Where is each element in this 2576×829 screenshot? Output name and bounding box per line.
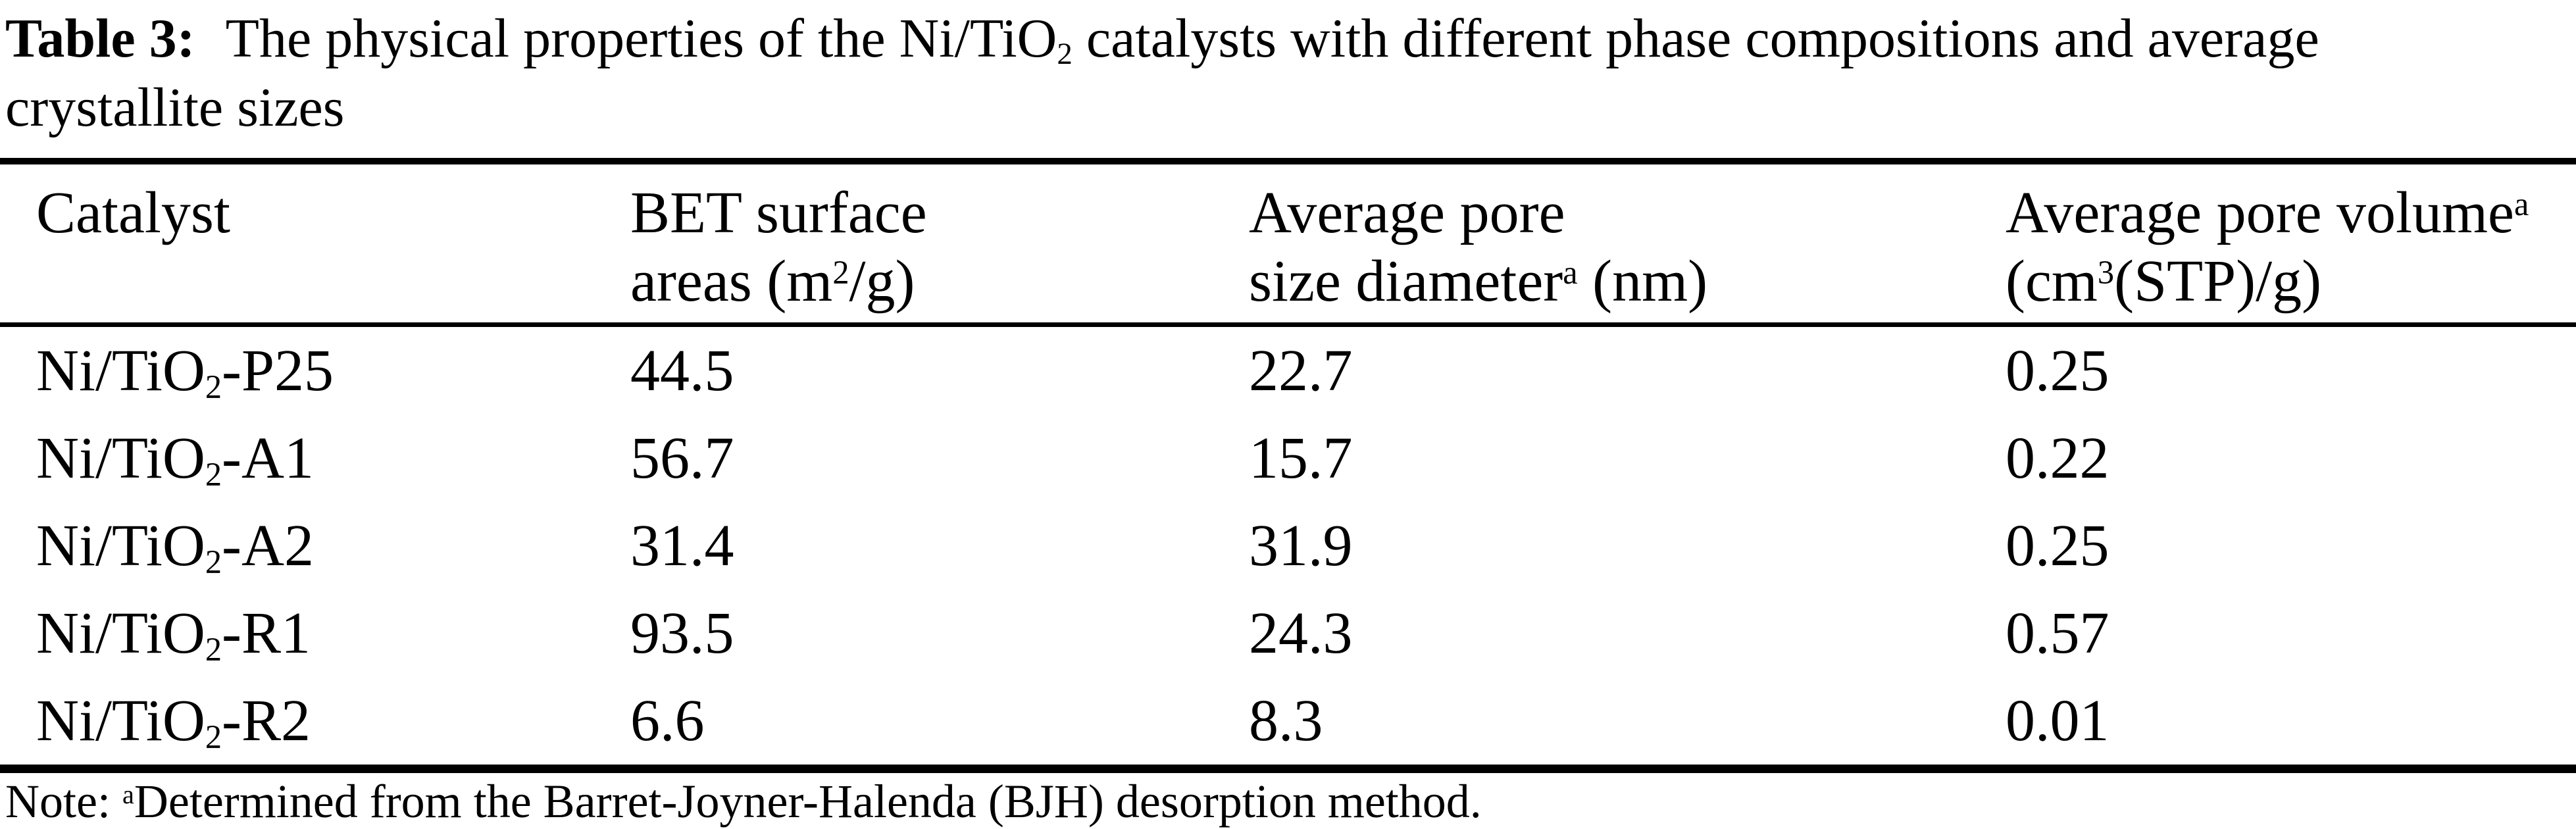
- table-row: Ni/TiO2-A2 31.4 31.9 0.25: [0, 502, 2576, 590]
- header-pore-size-superscript: a: [1563, 253, 1578, 291]
- header-bet-surface-areas: BET surface areas (m2/g): [619, 161, 1237, 327]
- table-note: Note: aDetermined from the Barret-Joyner…: [0, 774, 2576, 829]
- header-bet-superscript: 2: [832, 253, 849, 291]
- cell-bet-surface-area: 6.6: [630, 688, 705, 753]
- header-bet-line2-text: areas (m: [630, 249, 833, 314]
- header-pore-size-line2: size diametera (nm): [1249, 247, 1994, 316]
- caption-line1: Table 3: The physical properties of the N…: [5, 4, 2576, 73]
- caption-text-a: The physical properties of the Ni/TiO: [225, 8, 1057, 69]
- header-pore-volume-line2-text: (cm: [2006, 249, 2098, 314]
- catalyst-name-suffix: -R2: [222, 688, 311, 753]
- catalyst-name-suffix: -R1: [222, 601, 311, 666]
- cell-pore-size: 15.7: [1249, 426, 1353, 491]
- catalyst-name-base: Ni/TiO: [36, 601, 205, 666]
- catalyst-name-suffix: -A1: [222, 426, 314, 491]
- header-pore-volume-line1: Average pore volumea: [2006, 179, 2576, 247]
- caption-line2: crystallite sizes: [5, 77, 345, 138]
- table-row: Ni/TiO2-P25 44.5 22.7 0.25: [0, 325, 2576, 415]
- catalyst-name-subscript: 2: [205, 456, 222, 493]
- cell-pore-volume: 0.57: [2006, 601, 2109, 666]
- header-catalyst-label: Catalyst: [36, 180, 230, 245]
- header-pore-size-line2-unit: (nm): [1577, 249, 1708, 314]
- cell-pore-volume: 0.25: [2006, 338, 2109, 403]
- cell-bet-surface-area: 44.5: [630, 338, 734, 403]
- caption-subscript: 2: [1057, 37, 1073, 72]
- table-row: Ni/TiO2-R2 6.6 8.3 0.01: [0, 677, 2576, 769]
- header-pore-size-line2-text: size diameter: [1249, 249, 1563, 314]
- catalyst-name-base: Ni/TiO: [36, 426, 205, 491]
- header-pore-size-line1: Average pore: [1249, 180, 1565, 245]
- caption-text-b: catalysts with different phase compositi…: [1072, 8, 2319, 69]
- cell-bet-surface-area: 93.5: [630, 601, 734, 666]
- table-row: Ni/TiO2-A1 56.7 15.7 0.22: [0, 414, 2576, 502]
- header-pore-volume-line2: (cm3(STP)/g): [2006, 247, 2576, 316]
- header-pore-volume-superscript-3: 3: [2097, 253, 2115, 291]
- cell-pore-volume: 0.01: [2006, 688, 2109, 753]
- cell-catalyst: Ni/TiO2-A2: [0, 502, 619, 590]
- catalyst-name-base: Ni/TiO: [36, 513, 205, 578]
- catalyst-name-subscript: 2: [205, 631, 222, 668]
- header-pore-volume-superscript-a: a: [2514, 185, 2529, 222]
- cell-catalyst: Ni/TiO2-P25: [0, 325, 619, 415]
- header-pore-volume-line1-text: Average pore volume: [2006, 180, 2514, 245]
- cell-bet-surface-area: 56.7: [630, 426, 734, 491]
- catalyst-name-suffix: -P25: [222, 338, 334, 403]
- note-text: Determined from the Barret-Joyner-Halend…: [134, 775, 1482, 828]
- header-row: Catalyst BET surface areas (m2/g) Averag…: [0, 161, 2576, 327]
- header-bet-line1: BET surface: [630, 180, 927, 245]
- cell-catalyst: Ni/TiO2-R2: [0, 677, 619, 769]
- header-bet-line2: areas (m2/g): [630, 247, 1237, 316]
- cell-pore-size: 24.3: [1249, 601, 1353, 666]
- cell-pore-size: 22.7: [1249, 338, 1353, 403]
- cell-catalyst: Ni/TiO2-A1: [0, 414, 619, 502]
- header-pore-volume: Average pore volumea (cm3(STP)/g): [1994, 161, 2576, 327]
- catalyst-name-subscript: 2: [205, 368, 222, 406]
- cell-catalyst: Ni/TiO2-R1: [0, 590, 619, 677]
- table-row: Ni/TiO2-R1 93.5 24.3 0.57: [0, 590, 2576, 677]
- cell-pore-size: 31.9: [1249, 513, 1353, 578]
- cell-pore-volume: 0.25: [2006, 513, 2109, 578]
- catalyst-name-base: Ni/TiO: [36, 338, 205, 403]
- header-bet-line2-unit: /g): [849, 249, 915, 314]
- note-superscript: a: [122, 780, 134, 810]
- catalyst-name-suffix: -A2: [222, 513, 314, 578]
- header-catalyst: Catalyst: [0, 161, 619, 327]
- table-caption: Table 3: The physical properties of the N…: [0, 0, 2576, 142]
- note-prefix: Note:: [5, 775, 122, 828]
- cell-pore-volume: 0.22: [2006, 426, 2109, 491]
- catalyst-name-base: Ni/TiO: [36, 688, 205, 753]
- cell-pore-size: 8.3: [1249, 688, 1323, 753]
- catalyst-name-subscript: 2: [205, 718, 222, 756]
- header-pore-size: Average pore size diametera (nm): [1237, 161, 1994, 327]
- header-pore-volume-line2-unit: (STP)/g): [2114, 249, 2322, 314]
- catalyst-name-subscript: 2: [205, 543, 222, 581]
- properties-table: Catalyst BET surface areas (m2/g) Averag…: [0, 158, 2576, 773]
- cell-bet-surface-area: 31.4: [630, 513, 734, 578]
- caption-label: Table 3:: [5, 8, 195, 69]
